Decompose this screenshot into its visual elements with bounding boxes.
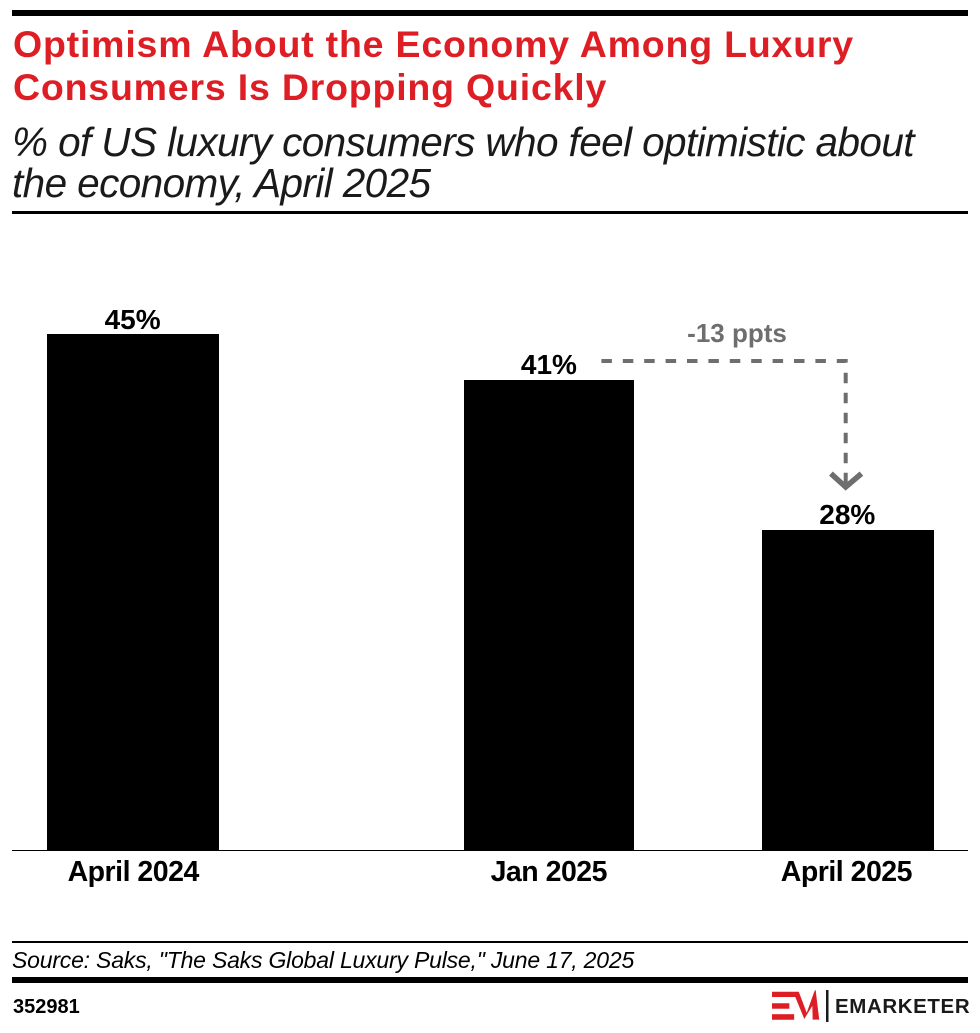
svg-text:EMARKETER: EMARKETER xyxy=(835,995,970,1018)
